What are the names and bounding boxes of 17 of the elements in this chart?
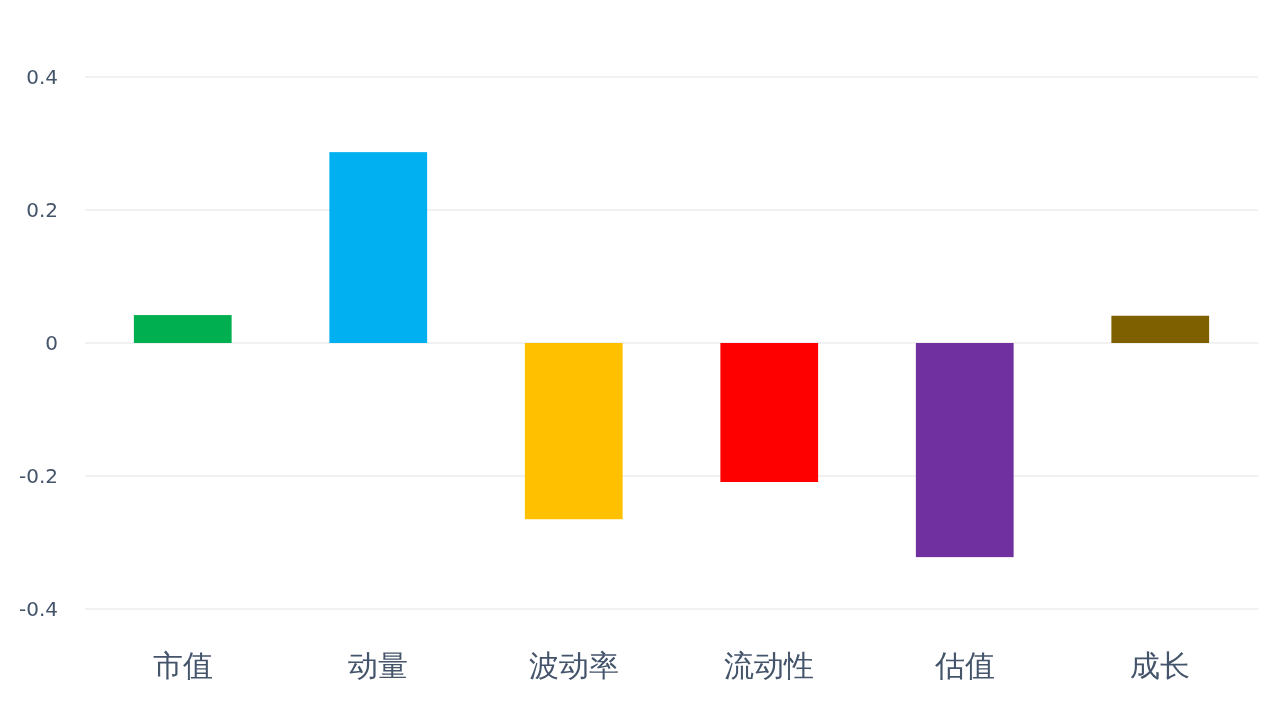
bar — [524, 343, 623, 520]
bar — [133, 315, 232, 343]
y-tick-label: -0.2 — [18, 464, 58, 488]
y-tick-label: 0.4 — [26, 65, 58, 89]
x-tick-label: 成长 — [1130, 648, 1191, 683]
x-tick-label: 流动性 — [724, 648, 815, 683]
y-tick-label: 0.2 — [26, 198, 58, 222]
y-tick-label: 0 — [45, 331, 58, 355]
x-tick-label: 估值 — [933, 648, 995, 683]
bar — [720, 343, 819, 482]
x-tick-label: 市值 — [152, 648, 213, 683]
bar — [915, 343, 1014, 558]
x-tick-label: 动量 — [348, 648, 409, 683]
y-tick-label: -0.4 — [18, 597, 58, 621]
bar — [1111, 315, 1210, 343]
x-tick-label: 波动率 — [528, 648, 619, 683]
bar — [329, 152, 428, 343]
